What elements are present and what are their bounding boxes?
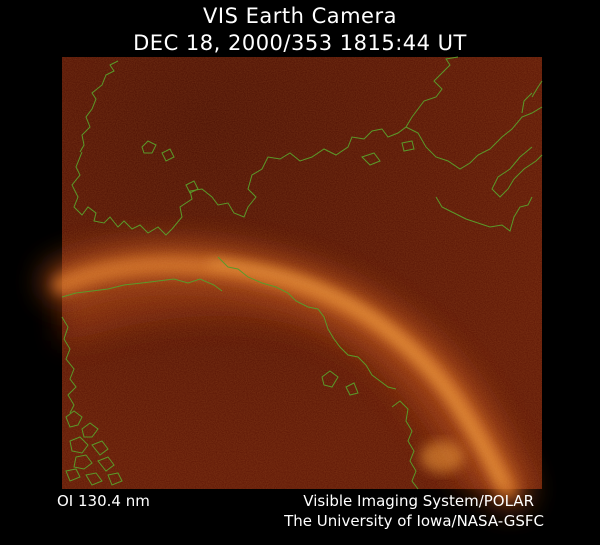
title-timestamp: DEC 18, 2000/353 1815:44 UT bbox=[133, 31, 467, 55]
title-instrument: VIS Earth Camera bbox=[203, 4, 397, 28]
coastline-mid-inlet bbox=[321, 370, 359, 396]
coastlines bbox=[61, 56, 543, 490]
coastline-west-islands bbox=[141, 140, 175, 162]
coastline-east bbox=[405, 80, 543, 170]
coastline-east-edge bbox=[491, 146, 543, 198]
coastline-southwest-islands bbox=[65, 410, 123, 486]
coastline-mid-south bbox=[217, 256, 397, 390]
credit-institution: The University of Iowa/NASA-GSFC bbox=[284, 512, 544, 530]
coastline-central bbox=[171, 56, 459, 230]
coastline-central-islands bbox=[185, 140, 415, 194]
auroral-image bbox=[42, 56, 543, 509]
coastline-south-central bbox=[391, 400, 419, 490]
image-grain bbox=[62, 57, 542, 489]
credit-instrument: Visible Imaging System/POLAR bbox=[303, 492, 534, 510]
coastline-west-upper bbox=[71, 60, 173, 236]
coastline-west-lower bbox=[61, 278, 223, 414]
coastline-east-peninsula bbox=[435, 196, 533, 232]
auroral-image-svg bbox=[42, 56, 543, 509]
wavelength-label: OI 130.4 nm bbox=[57, 492, 150, 510]
